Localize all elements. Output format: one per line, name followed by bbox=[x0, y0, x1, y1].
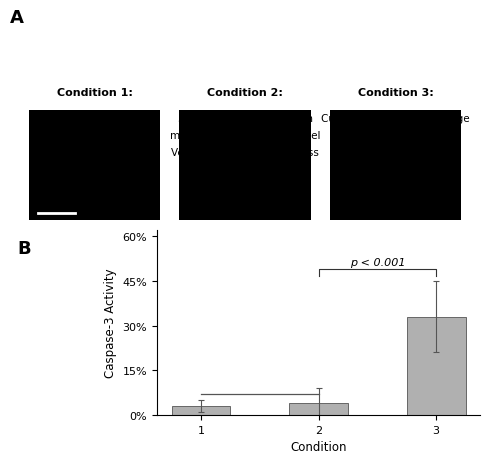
Text: No compressive stress: No compressive stress bbox=[36, 130, 153, 140]
Text: Cultured in 0.5% agarose ge: Cultured in 0.5% agarose ge bbox=[321, 113, 470, 124]
Y-axis label: Caspase-3 Activity: Caspase-3 Activity bbox=[104, 268, 117, 377]
Text: Very low compressive stress: Very low compressive stress bbox=[171, 147, 319, 157]
Text: B: B bbox=[17, 240, 31, 258]
Text: Cultured in medium: Cultured in medium bbox=[43, 113, 147, 124]
Text: p < 0.001: p < 0.001 bbox=[349, 258, 405, 268]
Text: 3 days after transfer from: 3 days after transfer from bbox=[177, 113, 313, 124]
Bar bbox=[407, 317, 466, 415]
Text: High compressive stress: High compressive stress bbox=[332, 130, 459, 140]
Text: A: A bbox=[10, 9, 24, 27]
Text: Condition 2:: Condition 2: bbox=[207, 88, 283, 98]
Bar bbox=[172, 406, 230, 415]
Text: medium to 0.5% agarose gel: medium to 0.5% agarose gel bbox=[170, 130, 320, 140]
Text: Condition 1:: Condition 1: bbox=[56, 88, 132, 98]
Bar bbox=[289, 403, 348, 415]
X-axis label: Condition: Condition bbox=[290, 440, 347, 451]
Text: Condition 3:: Condition 3: bbox=[358, 88, 433, 98]
